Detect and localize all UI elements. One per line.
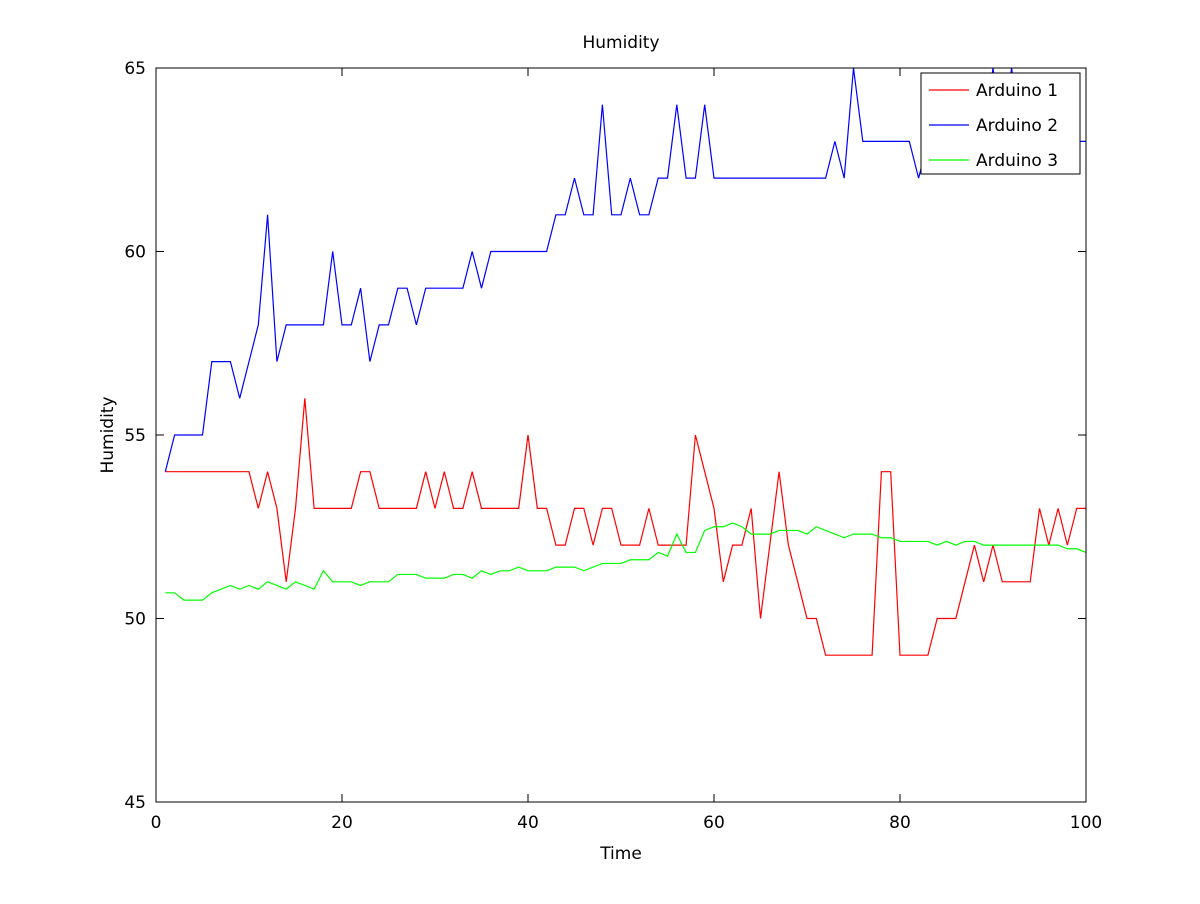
chart-title: Humidity [582, 33, 659, 53]
y-tick-label: 60 [124, 243, 146, 263]
plot-area [156, 68, 1086, 802]
x-tick-label: 20 [331, 813, 353, 833]
ticks-layer: 0 20 40 60 80 100 45 50 55 60 65 [124, 59, 1102, 833]
legend-label-arduino-3: Arduino 3 [976, 151, 1058, 171]
legend-label-arduino-2: Arduino 2 [976, 116, 1058, 136]
y-tick-label: 65 [124, 59, 146, 79]
legend: Arduino 1 Arduino 2 Arduino 3 [920, 72, 1081, 175]
x-tick-label: 80 [889, 813, 911, 833]
x-tick-label: 100 [1070, 813, 1102, 833]
y-tick-label: 50 [124, 610, 146, 630]
legend-label-arduino-1: Arduino 1 [976, 81, 1058, 101]
x-tick-label: 0 [151, 813, 162, 833]
y-tick-label: 55 [124, 426, 146, 446]
y-axis-label: Humidity [98, 396, 118, 473]
x-tick-label: 40 [517, 813, 539, 833]
series-line-arduino-1 [165, 398, 1086, 656]
x-tick-label: 60 [703, 813, 725, 833]
y-tick-label: 45 [124, 793, 146, 813]
series-line-arduino-3 [165, 522, 1086, 601]
x-axis-label: Time [599, 844, 642, 864]
